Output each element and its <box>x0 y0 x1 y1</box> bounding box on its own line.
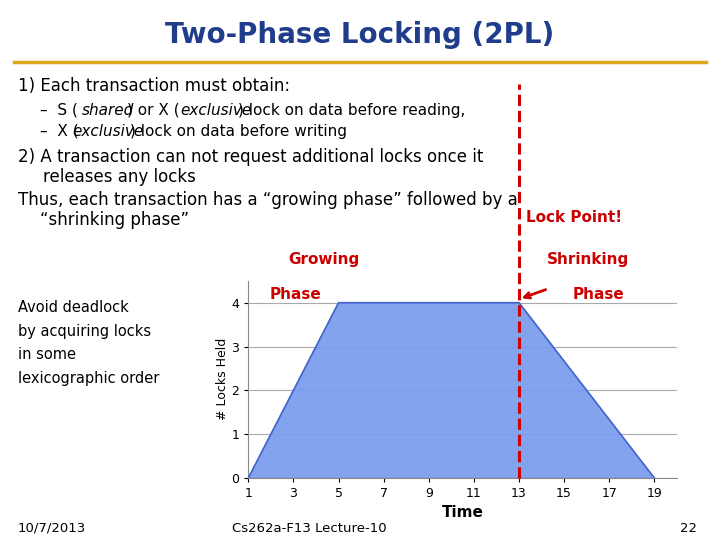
Text: –  S (: – S ( <box>40 103 78 118</box>
Text: –  X (: – X ( <box>40 124 78 139</box>
Text: ) lock on data before reading,: ) lock on data before reading, <box>238 103 465 118</box>
Text: “shrinking phase”: “shrinking phase” <box>40 211 189 229</box>
Text: ) or X (: ) or X ( <box>127 103 179 118</box>
Polygon shape <box>248 303 654 478</box>
Text: Cs262a-F13 Lecture-10: Cs262a-F13 Lecture-10 <box>233 522 387 535</box>
X-axis label: Time: Time <box>441 505 484 521</box>
Text: releases any locks: releases any locks <box>43 167 196 186</box>
Text: Lock Point!: Lock Point! <box>526 210 622 225</box>
Text: 10/7/2013: 10/7/2013 <box>18 522 86 535</box>
Text: Shrinking: Shrinking <box>547 252 629 267</box>
Text: ) lock on data before writing: ) lock on data before writing <box>130 124 346 139</box>
Y-axis label: # Locks Held: # Locks Held <box>215 338 228 421</box>
Text: 2) A transaction can not request additional locks once it: 2) A transaction can not request additio… <box>18 147 483 166</box>
Text: exclusive: exclusive <box>181 103 252 118</box>
Text: Phase: Phase <box>270 287 322 302</box>
Text: Thus, each transaction has a “growing phase” followed by a: Thus, each transaction has a “growing ph… <box>18 191 518 209</box>
Text: Two-Phase Locking (2PL): Two-Phase Locking (2PL) <box>166 21 554 49</box>
Text: Phase: Phase <box>572 287 624 302</box>
Text: shared: shared <box>82 103 135 118</box>
Text: 1) Each transaction must obtain:: 1) Each transaction must obtain: <box>18 77 290 96</box>
Text: Avoid deadlock
by acquiring locks
in some
lexicographic order: Avoid deadlock by acquiring locks in som… <box>18 300 159 386</box>
Text: exclusive: exclusive <box>73 124 144 139</box>
Text: 22: 22 <box>680 522 697 535</box>
Text: Growing: Growing <box>288 252 359 267</box>
